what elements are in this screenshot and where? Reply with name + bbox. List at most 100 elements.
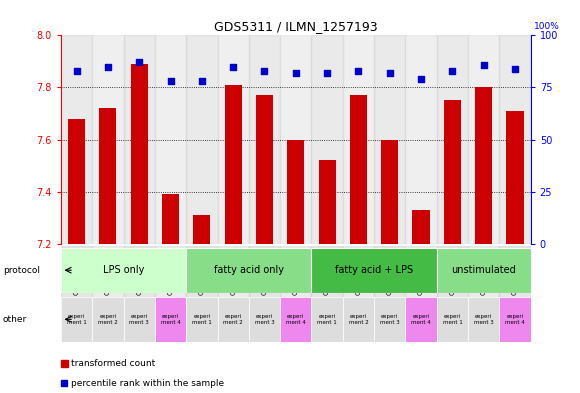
- Bar: [249, 35, 280, 244]
- Bar: [224, 85, 242, 244]
- Bar: [92, 246, 124, 301]
- Text: GSM1034576: GSM1034576: [168, 248, 173, 296]
- Text: GSM1034585: GSM1034585: [512, 248, 518, 295]
- Bar: [437, 35, 468, 244]
- Bar: [61, 248, 186, 293]
- Point: [385, 70, 394, 76]
- Text: experi
ment 2: experi ment 2: [98, 314, 118, 325]
- Bar: [311, 35, 343, 244]
- Point: [197, 78, 206, 84]
- Bar: [162, 194, 179, 244]
- Bar: [130, 64, 148, 244]
- Text: unstimulated: unstimulated: [451, 265, 516, 275]
- Text: experi
ment 4: experi ment 4: [286, 314, 306, 325]
- Text: other: other: [3, 315, 27, 324]
- Bar: [318, 160, 336, 244]
- Point: [479, 61, 488, 68]
- Bar: [186, 297, 218, 342]
- Point: [135, 59, 144, 66]
- Bar: [280, 35, 311, 244]
- Bar: [444, 101, 461, 244]
- Bar: [186, 248, 311, 293]
- Text: experi
ment 4: experi ment 4: [161, 314, 180, 325]
- Text: protocol: protocol: [3, 266, 40, 275]
- Bar: [280, 246, 311, 301]
- Bar: [256, 95, 273, 244]
- Point: [72, 68, 81, 74]
- Text: experi
ment 3: experi ment 3: [129, 314, 149, 325]
- Text: experi
ment 3: experi ment 3: [474, 314, 494, 325]
- Point: [510, 66, 520, 72]
- Text: GSM1034583: GSM1034583: [136, 248, 142, 296]
- Bar: [61, 35, 92, 244]
- Bar: [124, 297, 155, 342]
- Bar: [124, 246, 155, 301]
- Bar: [218, 246, 249, 301]
- Text: experi
ment 2: experi ment 2: [349, 314, 368, 325]
- Bar: [155, 246, 186, 301]
- Bar: [374, 35, 405, 244]
- Bar: [311, 246, 343, 301]
- Text: GSM1034578: GSM1034578: [230, 248, 236, 296]
- Text: GSM1034579: GSM1034579: [105, 248, 111, 296]
- Text: experi
ment 2: experi ment 2: [223, 314, 243, 325]
- Text: experi
ment 1: experi ment 1: [67, 314, 86, 325]
- Bar: [412, 210, 430, 244]
- Text: transformed count: transformed count: [71, 359, 155, 368]
- Text: GSM1034575: GSM1034575: [293, 248, 299, 295]
- Bar: [186, 35, 218, 244]
- Text: GSM1034584: GSM1034584: [387, 248, 393, 295]
- Bar: [437, 248, 531, 293]
- Bar: [468, 297, 499, 342]
- Text: LPS only: LPS only: [103, 265, 144, 275]
- Bar: [61, 246, 92, 301]
- Text: experi
ment 1: experi ment 1: [443, 314, 462, 325]
- Text: GSM1034582: GSM1034582: [262, 248, 267, 295]
- Text: GSM1034581: GSM1034581: [481, 248, 487, 296]
- Text: experi
ment 3: experi ment 3: [380, 314, 400, 325]
- Bar: [374, 246, 405, 301]
- Bar: [280, 297, 311, 342]
- Bar: [437, 297, 468, 342]
- Bar: [68, 119, 85, 244]
- Bar: [499, 297, 531, 342]
- Bar: [186, 246, 218, 301]
- Bar: [468, 246, 499, 301]
- Point: [260, 68, 269, 74]
- Bar: [343, 297, 374, 342]
- Point: [291, 70, 300, 76]
- Text: GSM1034571: GSM1034571: [450, 248, 455, 296]
- Text: GSM1034580: GSM1034580: [356, 248, 361, 296]
- Point: [103, 63, 113, 70]
- Bar: [193, 215, 211, 244]
- Bar: [374, 297, 405, 342]
- Text: experi
ment 3: experi ment 3: [255, 314, 274, 325]
- Bar: [218, 35, 249, 244]
- Point: [229, 63, 238, 70]
- Bar: [155, 35, 186, 244]
- Bar: [405, 35, 437, 244]
- Bar: [506, 111, 524, 244]
- Text: experi
ment 1: experi ment 1: [192, 314, 212, 325]
- Text: 100%: 100%: [534, 22, 560, 31]
- Bar: [311, 297, 343, 342]
- Point: [322, 70, 332, 76]
- Bar: [499, 246, 531, 301]
- Text: experi
ment 4: experi ment 4: [505, 314, 525, 325]
- Text: GSM1034572: GSM1034572: [199, 248, 205, 295]
- Bar: [92, 35, 124, 244]
- Point: [448, 68, 457, 74]
- Point: [166, 78, 175, 84]
- Text: fatty acid + LPS: fatty acid + LPS: [335, 265, 413, 275]
- Bar: [468, 35, 499, 244]
- Bar: [343, 35, 374, 244]
- Bar: [249, 246, 280, 301]
- Bar: [249, 297, 280, 342]
- Point: [354, 68, 363, 74]
- Bar: [61, 297, 92, 342]
- Bar: [218, 297, 249, 342]
- Bar: [437, 246, 468, 301]
- Text: fatty acid only: fatty acid only: [214, 265, 284, 275]
- Bar: [155, 297, 186, 342]
- Bar: [99, 108, 117, 244]
